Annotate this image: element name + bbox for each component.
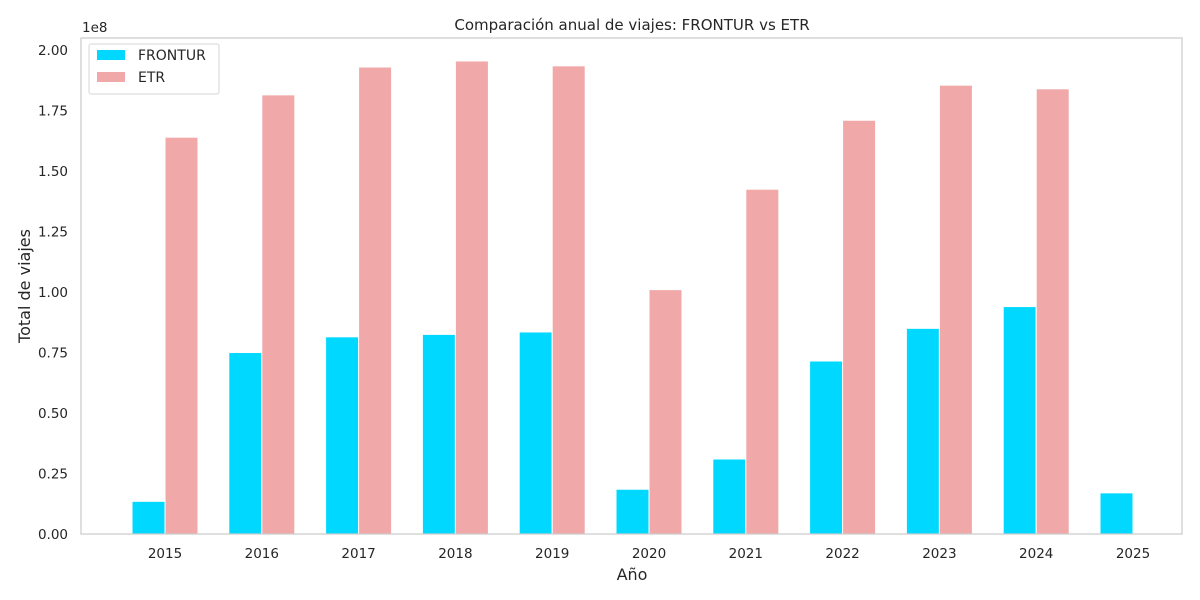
x-tick-2020: 2020 <box>632 546 666 562</box>
legend-swatch-etr <box>97 72 125 82</box>
bar-frontur-2020 <box>615 488 650 535</box>
y-axis-label: Total de viajes <box>15 229 34 344</box>
bar-frontur-2025 <box>1099 492 1134 535</box>
y-tick-6: 1.50 <box>38 164 68 180</box>
y-tick-4: 1.00 <box>38 285 68 301</box>
x-tick-2018: 2018 <box>438 546 472 562</box>
x-tick-2025: 2025 <box>1116 546 1150 562</box>
bar-frontur-2022 <box>809 360 844 535</box>
bar-frontur-2023 <box>905 327 940 535</box>
bar-etr-2015 <box>164 136 199 535</box>
bar-frontur-2021 <box>712 458 747 535</box>
y-tick-8: 2.00 <box>38 43 68 59</box>
bar-etr-2021 <box>745 188 780 535</box>
bar-frontur-2015 <box>131 500 166 535</box>
bar-etr-2016 <box>261 94 296 535</box>
y-tick-0: 0.00 <box>38 527 68 543</box>
y-tick-2: 0.50 <box>38 406 68 422</box>
bar-frontur-2017 <box>325 336 360 535</box>
legend-label-frontur: FRONTUR <box>138 48 206 64</box>
y-tick-3: 0.75 <box>38 346 68 362</box>
x-axis-label: Año <box>617 565 648 584</box>
bar-etr-2019 <box>551 65 586 535</box>
bar-etr-2018 <box>454 60 489 535</box>
x-tick-2017: 2017 <box>341 546 375 562</box>
y-tick-1: 0.25 <box>38 467 68 483</box>
y-tick-labels: 0.00 0.25 0.50 0.75 1.00 1.25 1.50 1.75 2.00 <box>38 43 68 543</box>
bar-frontur-2019 <box>518 331 553 535</box>
y-tick-7: 1.75 <box>38 104 68 120</box>
x-tick-labels: 2015 2016 2017 2018 2019 2020 2021 2022 2023 2024… <box>148 546 1150 562</box>
y-tick-5: 1.25 <box>38 225 68 241</box>
bar-etr-2017 <box>358 66 393 535</box>
bar-etr-2024 <box>1035 88 1070 535</box>
x-tick-2024: 2024 <box>1019 546 1053 562</box>
x-tick-2021: 2021 <box>729 546 763 562</box>
bar-etr-2022 <box>842 119 877 535</box>
bar-frontur-2024 <box>1002 306 1037 535</box>
plot-frame <box>80 37 1183 535</box>
bars-group <box>131 60 1134 535</box>
x-tick-2015: 2015 <box>148 546 182 562</box>
y-offset-label: 1e8 <box>82 20 107 36</box>
legend-swatch-frontur <box>97 50 125 60</box>
bar-etr-2020 <box>648 289 683 535</box>
chart-title: Comparación anual de viajes: FRONTUR vs … <box>454 16 809 34</box>
bar-frontur-2018 <box>421 333 456 535</box>
bar-frontur-2016 <box>228 352 263 535</box>
x-tick-2023: 2023 <box>922 546 956 562</box>
x-tick-2016: 2016 <box>245 546 279 562</box>
bar-etr-2023 <box>938 84 973 535</box>
legend-label-etr: ETR <box>138 70 165 86</box>
x-tick-2019: 2019 <box>535 546 569 562</box>
x-tick-2022: 2022 <box>825 546 859 562</box>
legend: FRONTUR ETR <box>88 43 220 95</box>
